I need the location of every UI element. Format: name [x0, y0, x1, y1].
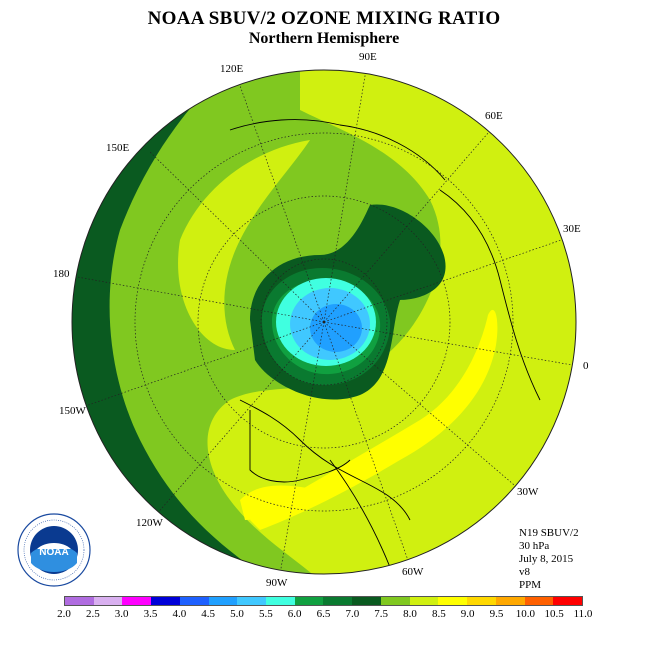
lon-label-150w: 150W [59, 405, 86, 417]
colorbar-tick-label: 3.5 [143, 608, 158, 620]
lon-label-60w: 60W [402, 566, 424, 578]
colorbar-tick-label: 8.0 [403, 608, 417, 620]
colorbar-tick-label: 4.0 [172, 608, 187, 620]
colorbar-swatch [294, 597, 324, 605]
info-date: July 8, 2015 [519, 553, 574, 565]
colorbar-tick-label: 9.5 [489, 608, 504, 620]
lon-label-0: 0 [583, 360, 589, 372]
meridians [72, 70, 576, 574]
colorbar-swatch [495, 597, 525, 605]
lon-label-180: 180 [53, 268, 70, 280]
colorbar-swatch [323, 597, 353, 605]
colorbar-swatch [524, 597, 554, 605]
info-instrument: N19 SBUV/2 [519, 527, 579, 539]
colorbar-swatch [438, 597, 468, 605]
colorbar-swatch [237, 597, 267, 605]
noaa-logo: NOAA [17, 513, 91, 587]
colorbar-tick-labels: 2.0 2.5 3.0 3.5 4.0 4.5 5.0 5.5 6.0 6.5 7.0 7.5 8.0 8… [0, 608, 648, 622]
colorbar-tick-label: 9.0 [460, 608, 475, 620]
colorbar-tick-label: 2.5 [85, 608, 100, 620]
colorbar-tick-label: 10.0 [515, 608, 535, 620]
colorbar-swatch [553, 597, 582, 605]
lon-label-120w: 120W [136, 517, 163, 529]
colorbar-tick-label: 7.0 [345, 608, 360, 620]
lon-label-90w: 90W [266, 577, 288, 589]
contour-4.5 [310, 304, 362, 352]
colorbar-swatch [409, 597, 439, 605]
colorbar-tick-label: 2.0 [57, 608, 71, 620]
lon-label-30e: 30E [563, 223, 581, 235]
colorbar [64, 596, 583, 606]
colorbar-swatch [467, 597, 496, 605]
contour-7.0-outer [72, 70, 270, 574]
lon-label-150e: 150E [106, 142, 130, 154]
colorbar-swatch [380, 597, 410, 605]
colorbar-swatch [352, 597, 381, 605]
colorbar-swatch [266, 597, 295, 605]
info-version: v8 [519, 566, 530, 578]
map-title: NOAA SBUV/2 OZONE MIXING RATIO [147, 8, 501, 29]
colorbar-swatch [93, 597, 123, 605]
latitude-circles [134, 132, 514, 512]
colorbar-tick-label: 11.0 [573, 608, 593, 620]
contour-8.0 [207, 70, 576, 574]
info-units: PPM [519, 579, 542, 591]
lon-label-90e: 90E [359, 51, 377, 63]
colorbar-tick-label: 7.5 [374, 608, 389, 620]
colorbar-swatch [65, 597, 94, 605]
colorbar-tick-label: 6.5 [316, 608, 331, 620]
colorbar-swatch [122, 597, 152, 605]
colorbar-tick-label: 6.0 [287, 608, 302, 620]
map-boundary [71, 69, 577, 575]
colorbar-tick-label: 3.0 [114, 608, 129, 620]
colorbar-swatch [151, 597, 180, 605]
colorbar-tick-label: 10.5 [544, 608, 564, 620]
colorbar-tick-label: 5.0 [230, 608, 244, 620]
map-subtitle: Northern Hemisphere [248, 30, 400, 47]
lon-label-30w: 30W [517, 486, 539, 498]
lon-label-120e: 120E [220, 63, 244, 75]
colorbar-tick-label: 4.5 [201, 608, 216, 620]
colorbar-tick-label: 8.5 [431, 608, 446, 620]
contour-8.0-left [178, 140, 310, 350]
contour-8.5-south [240, 485, 320, 520]
colorbar-swatch [208, 597, 238, 605]
info-level: 30 hPa [519, 540, 550, 552]
lon-label-60e: 60E [485, 110, 503, 122]
colorbar-tick-label: 5.5 [258, 608, 273, 620]
noaa-logo-text: NOAA [39, 547, 68, 558]
colorbar-swatch [179, 597, 209, 605]
